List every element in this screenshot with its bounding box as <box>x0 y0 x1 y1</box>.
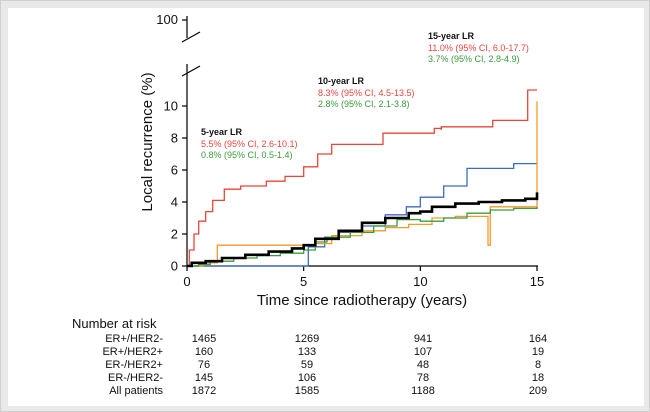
annotation-10-year-title: 10-year LR <box>318 76 365 86</box>
y-tick-label-0: 0 <box>171 259 178 274</box>
risk-cell: 8 <box>535 359 541 371</box>
annotation-5-year-line-1: 5.5% (95% CI, 2.6-10.1) <box>201 139 298 149</box>
annotation-15-year: 15-year LR 11.0% (95% CI, 6.0-17.7) 3.7%… <box>428 31 529 64</box>
series-line-er-her2- <box>187 89 537 267</box>
risk-cell: 106 <box>298 372 316 384</box>
risk-cell: 941 <box>414 333 432 345</box>
risk-cell: 160 <box>195 346 213 358</box>
y-axis-title: Local recurrence (%) <box>139 72 156 211</box>
annotation-10-year: 10-year LR 8.3% (95% CI, 4.5-13.5) 2.8% … <box>318 76 415 109</box>
risk-cell: 18 <box>532 372 544 384</box>
risk-cell: 1465 <box>192 333 216 345</box>
risk-cell: 19 <box>532 346 544 358</box>
risk-cell: 1269 <box>295 333 319 345</box>
figure-panel <box>8 8 644 406</box>
series-line-all-patients <box>187 192 539 268</box>
risk-cell: 145 <box>195 372 213 384</box>
x-tick-label-15: 15 <box>530 274 544 289</box>
y-tick-label-100: 100 <box>156 12 178 27</box>
risk-row-label: ER+/HER2- <box>105 333 163 345</box>
risk-row-label: All patients <box>109 385 163 397</box>
annotation-10-year-line-1: 8.3% (95% CI, 4.5-13.5) <box>318 88 415 98</box>
x-axis-title: Time since radiotherapy (years) <box>257 292 467 309</box>
risk-table-title: Number at risk <box>72 316 157 331</box>
annotation-5-year-title: 5-year LR <box>201 127 243 137</box>
x-tick-label-0: 0 <box>183 274 190 289</box>
risk-row-label: ER+/HER2+ <box>102 346 163 358</box>
y-tick-label-10: 10 <box>164 99 178 114</box>
risk-cell: 78 <box>417 372 429 384</box>
risk-cell: 48 <box>417 359 429 371</box>
y-axis-break-slash-upper <box>181 31 201 43</box>
risk-row-label: ER-/HER2+ <box>105 359 163 371</box>
annotation-10-year-line-2: 2.8% (95% CI, 2.1-3.8) <box>318 99 410 109</box>
risk-table: Number at risk ER+/HER2- 1465 1269 941 164ER… <box>72 316 547 397</box>
annotation-5-year: 5-year LR 5.5% (95% CI, 2.6-10.1) 0.8% (… <box>201 127 298 160</box>
risk-cell: 1585 <box>295 385 319 397</box>
y-tick-label-6: 6 <box>171 163 178 178</box>
y-tick-label-8: 8 <box>171 131 178 146</box>
x-tick-label-5: 5 <box>300 274 307 289</box>
risk-cell: 76 <box>198 359 210 371</box>
annotation-15-year-line-2: 3.7% (95% CI, 2.8-4.9) <box>428 54 520 64</box>
risk-table-rows: ER+/HER2- 1465 1269 941 164 ER+/HER2+ 160 133 10… <box>102 333 547 397</box>
risk-cell: 1872 <box>192 385 216 397</box>
x-ticks: 0 5 10 15 <box>183 266 544 289</box>
y-tick-label-4: 4 <box>171 195 178 210</box>
risk-cell: 209 <box>529 385 547 397</box>
risk-cell: 59 <box>301 359 313 371</box>
y-axis-break-slash-lower <box>181 65 201 77</box>
annotation-15-year-line-1: 11.0% (95% CI, 6.0-17.7) <box>428 43 529 53</box>
y-ticks: 0 2 4 6 8 10 <box>164 99 187 274</box>
series-line-er-her2- <box>187 162 537 267</box>
annotation-15-year-title: 15-year LR <box>428 31 475 41</box>
risk-cell: 107 <box>414 346 432 358</box>
x-tick-label-10: 10 <box>413 274 427 289</box>
risk-row-label: ER-/HER2- <box>108 372 163 384</box>
series-line-er-her2- <box>187 101 538 267</box>
series-lines <box>187 89 539 268</box>
risk-cell: 133 <box>298 346 316 358</box>
y-tick-label-2: 2 <box>171 227 178 242</box>
risk-cell: 1188 <box>411 385 435 397</box>
annotation-5-year-line-2: 0.8% (95% CI, 0.5-1.4) <box>201 150 293 160</box>
risk-cell: 164 <box>529 333 547 345</box>
